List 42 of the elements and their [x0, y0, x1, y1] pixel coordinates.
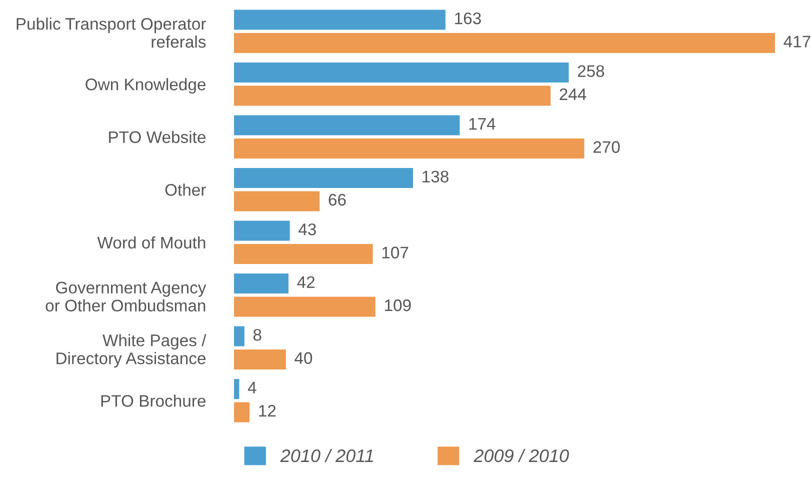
bar: [234, 32, 775, 53]
data-label: 8: [253, 328, 262, 341]
data-label: 417: [784, 36, 810, 48]
data-label: 4: [248, 382, 256, 394]
bar: [234, 402, 250, 422]
data-label: 109: [385, 299, 411, 312]
y-tick-label: Other: [165, 184, 206, 196]
bar: [234, 10, 446, 30]
legend-label: 2009 / 2010: [474, 448, 569, 462]
legend-label: 2010 / 2011: [280, 448, 373, 462]
bar: [234, 273, 288, 294]
data-label: 258: [578, 65, 604, 77]
y-tick-label: PTO Website: [109, 130, 206, 144]
y-tick-label: PTO Brochure: [101, 394, 206, 407]
data-label: 270: [593, 141, 620, 153]
bar: [234, 168, 414, 188]
bar: [234, 115, 460, 136]
bar: [234, 296, 376, 317]
bar: [234, 326, 244, 346]
data-label: 40: [294, 352, 312, 364]
bar: [234, 244, 373, 264]
data-label: 163: [455, 12, 481, 24]
data-label: 244: [560, 88, 586, 100]
data-label: 42: [297, 276, 315, 288]
data-label: 107: [382, 246, 408, 258]
bar: [234, 62, 569, 83]
y-tick-label: Own Knowledge: [86, 78, 206, 94]
data-label: 12: [259, 404, 276, 417]
data-label: 174: [469, 118, 496, 130]
y-tick-label: Public Transport Operator referals: [16, 18, 206, 48]
bar: [234, 220, 290, 241]
bar: [234, 378, 240, 400]
data-label: 43: [298, 223, 316, 236]
bar: [234, 138, 584, 158]
y-tick-label: White Pages / Directory Assistance: [56, 334, 206, 368]
bar: [234, 86, 551, 106]
data-label: 66: [328, 194, 346, 206]
y-tick-label: Word of Mouth: [97, 236, 206, 249]
y-tick-label: Government Agency or Other Ombudsman: [46, 282, 206, 312]
data-label: 138: [422, 170, 448, 182]
bar: [234, 349, 286, 370]
bar: [234, 191, 320, 212]
